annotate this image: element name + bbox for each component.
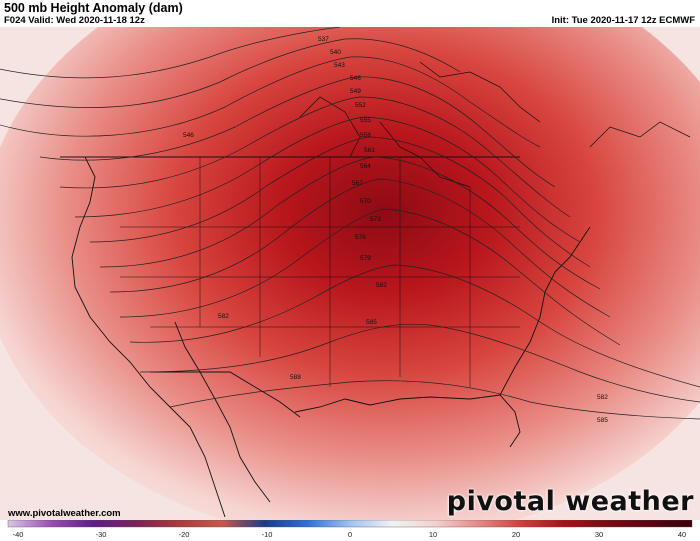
great-lakes-region [299, 96, 471, 188]
colorbar-tick-label: 0 [348, 530, 352, 539]
contour-label: 564 [360, 163, 371, 170]
height-contours [0, 27, 700, 420]
colorbar-tick-label: -40 [13, 530, 24, 539]
contour-label: 546 [350, 75, 361, 82]
contour-label: 582 [218, 313, 229, 320]
contour-label: 588 [290, 374, 301, 381]
east-coastline [499, 226, 591, 396]
northeast-coast [589, 121, 691, 148]
contour-labels: 537 540 543 546 549 552 555 558 561 564 … [183, 36, 608, 424]
gulf-coastline [294, 394, 521, 448]
contour-label: 555 [360, 117, 371, 124]
colorbar-scale [7, 520, 693, 528]
contour-label: 585 [597, 417, 608, 424]
colorbar-tick-label: 20 [512, 530, 520, 539]
colorbar-tick-label: -10 [262, 530, 273, 539]
contour [129, 264, 700, 388]
state-borders [120, 157, 520, 387]
contour-label: 543 [334, 62, 345, 69]
contour [0, 38, 461, 108]
contour-label: 549 [350, 88, 361, 95]
contour-label: 558 [360, 132, 371, 139]
contour-label: 546 [183, 132, 194, 139]
hudson-bay-coast [419, 61, 541, 123]
baja-coastline [174, 321, 271, 503]
valid-time: F024 Valid: Wed 2020-11-18 12z [4, 15, 145, 26]
colorbar-tick-label: 40 [678, 530, 686, 539]
contour [39, 76, 556, 188]
brand-logo: pivotal weather [446, 486, 694, 517]
contour [139, 323, 700, 403]
contour-label: 537 [318, 36, 329, 43]
contour [0, 27, 341, 79]
contour [99, 156, 601, 290]
colorbar-tick-label: -20 [179, 530, 190, 539]
colorbar-tick-label: -30 [96, 530, 107, 539]
contour-label: 579 [360, 255, 371, 262]
header-bar: 500 mb Height Anomaly (dam) F024 Valid: … [0, 0, 700, 27]
geographic-boundaries [60, 61, 691, 518]
contour [0, 56, 541, 148]
northeast-trough-shading [440, 27, 700, 137]
contour [169, 380, 700, 420]
west-coastline [71, 156, 226, 518]
us-mexico-border [150, 371, 301, 418]
contour-label: 582 [376, 282, 387, 289]
contour [119, 208, 621, 346]
height-anomaly-map: 537 540 543 546 549 552 555 558 561 564 … [0, 27, 700, 521]
colorbar-tick-label: 30 [595, 530, 603, 539]
colorbar-tick-label: 10 [429, 530, 437, 539]
contour-label: 552 [355, 102, 366, 109]
contour-label: 576 [355, 234, 366, 241]
contour-label: 540 [330, 49, 341, 56]
contour [74, 116, 581, 243]
init-time: Init: Tue 2020-11-17 12z ECMWF [551, 15, 695, 26]
contour [109, 178, 611, 318]
contour-label: 573 [370, 216, 381, 223]
east-trough-shading [520, 42, 700, 442]
contour-label: 585 [366, 319, 377, 326]
colorbar-graphic: -40 -30 -20 -10 0 10 20 30 40 [7, 520, 693, 539]
contour-label: 561 [364, 147, 375, 154]
contour-label: 567 [352, 180, 363, 187]
colorbar: -40 -30 -20 -10 0 10 20 30 40 [0, 520, 700, 541]
map-title: 500 mb Height Anomaly (dam) [4, 1, 183, 15]
contour [89, 136, 591, 268]
contour-label: 570 [360, 198, 371, 205]
contour-label: 582 [597, 394, 608, 401]
website-url: www.pivotalweather.com [8, 508, 121, 519]
contour [59, 96, 571, 218]
